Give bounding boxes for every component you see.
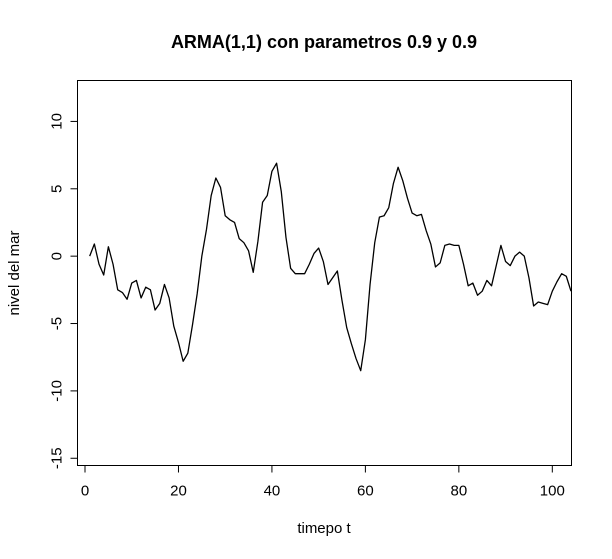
x-tick-label: 80: [451, 483, 468, 500]
x-tick-label: 60: [357, 483, 374, 500]
x-tick-label: 20: [170, 483, 187, 500]
x-axis-title: timepo t: [297, 520, 351, 537]
x-axis: 0 20 40 60 80 100: [81, 465, 565, 500]
y-tick-label: 0: [49, 252, 66, 260]
y-tick-label: -5: [49, 317, 66, 330]
chart-title: ARMA(1,1) con parametros 0.9 y 0.9: [171, 32, 477, 52]
y-tick-label: 10: [49, 113, 66, 130]
y-axis-title: nivel del mar: [6, 230, 23, 315]
y-tick-label: -15: [49, 447, 66, 469]
y-tick-label: 5: [49, 185, 66, 193]
x-tick-label: 0: [81, 483, 89, 500]
x-tick-label: 40: [264, 483, 281, 500]
plot-frame: [77, 80, 572, 466]
series-line: [89, 162, 572, 372]
y-tick-label: -10: [49, 380, 66, 402]
x-tick-label: 100: [540, 483, 565, 500]
y-axis: -15 -10 -5 0 5 10: [49, 113, 78, 469]
